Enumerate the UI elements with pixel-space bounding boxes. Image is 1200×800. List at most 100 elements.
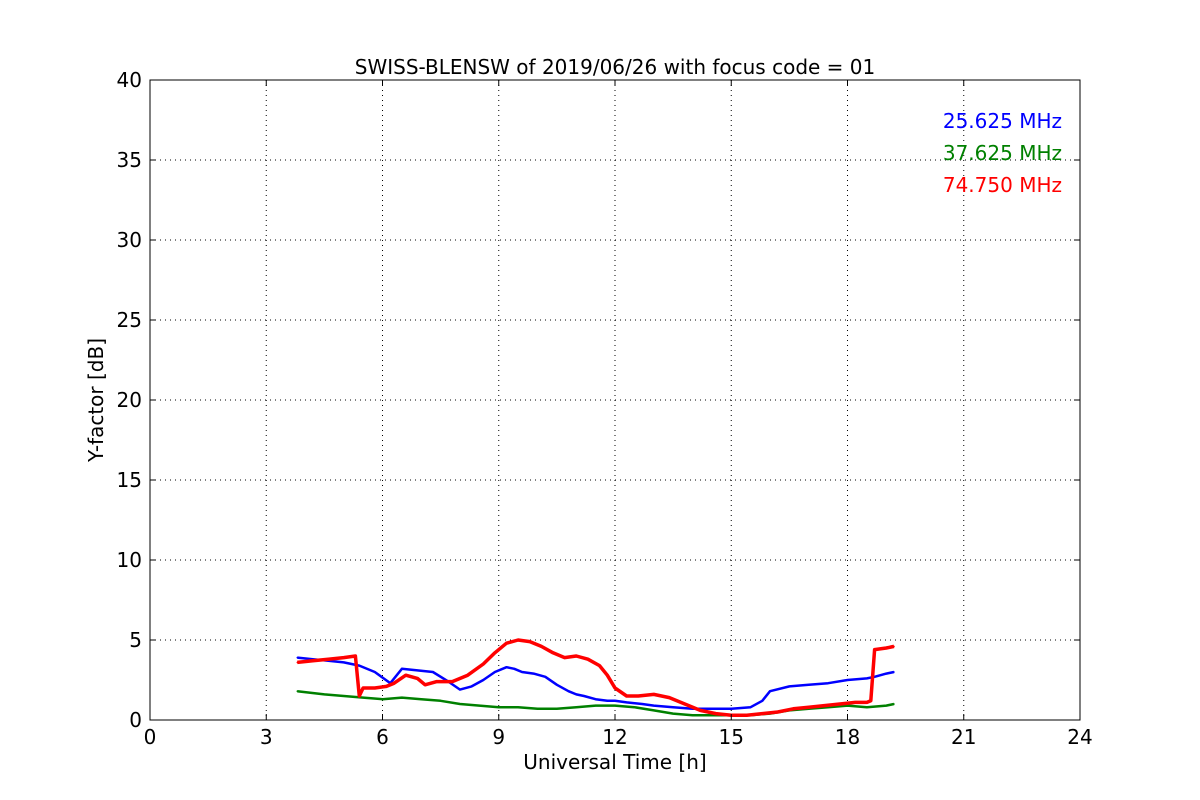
- data-point-25-625-mhz: [358, 664, 361, 667]
- data-point-74-750-mhz: [625, 695, 628, 697]
- data-point-37-625-mhz: [478, 704, 481, 707]
- data-point-37-625-mhz: [691, 714, 694, 716]
- data-point-74-750-mhz: [436, 680, 438, 683]
- y-tick-label: 10: [117, 548, 142, 572]
- data-point-25-625-mhz: [482, 679, 485, 681]
- data-point-37-625-mhz: [866, 706, 868, 708]
- data-point-25-625-mhz: [730, 708, 733, 710]
- data-point-74-750-mhz: [494, 652, 496, 654]
- series-line-37-625-mhz: [297, 689, 895, 717]
- data-point-74-750-mhz: [653, 693, 655, 696]
- data-point-74-750-mhz: [393, 682, 395, 684]
- data-point-25-625-mhz: [374, 671, 376, 673]
- data-point-74-750-mhz: [885, 647, 888, 649]
- data-point-74-750-mhz: [575, 655, 578, 657]
- data-point-74-750-mhz: [327, 658, 330, 660]
- data-point-25-625-mhz: [641, 703, 643, 705]
- data-point-74-750-mhz: [529, 640, 531, 643]
- data-point-25-625-mhz: [769, 690, 771, 692]
- data-point-74-750-mhz: [540, 645, 543, 648]
- data-point-74-750-mhz: [870, 700, 872, 702]
- data-point-37-625-mhz: [594, 704, 597, 707]
- data-point-25-625-mhz: [583, 695, 585, 697]
- y-tick-label: 15: [117, 468, 142, 492]
- data-point-37-625-mhz: [711, 714, 713, 716]
- data-point-74-750-mhz: [312, 660, 314, 662]
- x-tick-label: 0: [144, 725, 157, 749]
- data-point-74-750-mhz: [505, 642, 508, 644]
- chart-title: SWISS-BLENSW of 2019/06/26 with focus co…: [355, 55, 876, 79]
- data-point-37-625-mhz: [672, 712, 674, 715]
- data-point-25-625-mhz: [494, 671, 496, 673]
- data-point-37-625-mhz: [653, 709, 655, 712]
- data-point-37-625-mhz: [556, 708, 558, 710]
- data-point-74-750-mhz: [451, 680, 454, 683]
- data-point-37-625-mhz: [498, 706, 500, 708]
- y-tick-label: 25: [117, 308, 142, 332]
- data-point-74-750-mhz: [482, 663, 485, 665]
- data-point-25-625-mhz: [749, 706, 752, 708]
- data-point-74-750-mhz: [405, 674, 407, 676]
- data-point-74-750-mhz: [385, 685, 388, 688]
- data-point-74-750-mhz: [699, 709, 702, 712]
- data-point-25-625-mhz: [614, 700, 616, 702]
- data-point-37-625-mhz: [362, 696, 364, 699]
- data-point-74-750-mhz: [587, 658, 589, 660]
- data-point-25-625-mhz: [567, 690, 570, 692]
- x-tick-label: 15: [719, 725, 744, 749]
- data-point-25-625-mhz: [513, 668, 516, 670]
- data-point-74-750-mhz: [416, 677, 419, 680]
- data-point-74-750-mhz: [792, 708, 795, 710]
- data-point-37-625-mhz: [633, 706, 636, 708]
- x-tick-label: 18: [835, 725, 860, 749]
- x-tick-label: 12: [602, 725, 627, 749]
- data-point-74-750-mhz: [808, 706, 810, 708]
- data-point-25-625-mhz: [296, 656, 299, 659]
- data-point-25-625-mhz: [653, 704, 655, 707]
- data-point-74-750-mhz: [362, 687, 364, 689]
- data-point-74-750-mhz: [637, 695, 640, 697]
- x-tick-label: 21: [951, 725, 976, 749]
- data-point-37-625-mhz: [536, 708, 539, 710]
- data-point-74-750-mhz: [374, 687, 376, 689]
- data-point-74-750-mhz: [424, 684, 426, 686]
- data-point-37-625-mhz: [401, 696, 403, 699]
- data-point-74-750-mhz: [715, 712, 717, 715]
- data-point-74-750-mhz: [552, 652, 554, 654]
- series-line-74-750-mhz: [297, 638, 895, 717]
- y-tick-label: 35: [117, 148, 142, 172]
- data-point-25-625-mhz: [672, 706, 674, 708]
- data-point-25-625-mhz: [416, 669, 419, 672]
- y-tick-label: 40: [117, 68, 142, 92]
- data-point-74-750-mhz: [839, 703, 841, 705]
- y-tick-label: 20: [117, 388, 142, 412]
- data-point-25-625-mhz: [606, 700, 609, 702]
- data-point-25-625-mhz: [470, 685, 473, 688]
- data-point-37-625-mhz: [381, 698, 384, 700]
- data-point-74-750-mhz: [893, 645, 895, 648]
- legend-entry-37-625-mhz: 37.625 MHz: [943, 141, 1062, 165]
- data-point-25-625-mhz: [885, 672, 888, 675]
- data-point-25-625-mhz: [505, 666, 508, 668]
- data-point-25-625-mhz: [432, 671, 434, 673]
- data-point-25-625-mhz: [761, 700, 764, 702]
- data-point-37-625-mhz: [893, 703, 895, 705]
- data-point-25-625-mhz: [893, 671, 895, 673]
- data-point-37-625-mhz: [439, 700, 442, 702]
- data-point-25-625-mhz: [827, 682, 829, 684]
- x-tick-label: 6: [376, 725, 389, 749]
- data-point-74-750-mhz: [598, 664, 601, 667]
- y-axis-label: Y-factor [dB]: [84, 338, 108, 463]
- x-tick-label: 3: [260, 725, 273, 749]
- legend-entry-25-625-mhz: 25.625 MHz: [943, 109, 1062, 133]
- data-point-25-625-mhz: [532, 672, 535, 675]
- data-point-37-625-mhz: [459, 703, 461, 705]
- y-tick-label: 30: [117, 228, 142, 252]
- data-point-25-625-mhz: [594, 698, 597, 700]
- x-axis-label: Universal Time [h]: [523, 750, 706, 774]
- data-point-74-750-mhz: [614, 687, 616, 689]
- data-point-74-750-mhz: [296, 661, 299, 664]
- data-point-37-625-mhz: [517, 706, 519, 708]
- data-point-74-750-mhz: [606, 674, 609, 676]
- data-point-25-625-mhz: [459, 688, 461, 691]
